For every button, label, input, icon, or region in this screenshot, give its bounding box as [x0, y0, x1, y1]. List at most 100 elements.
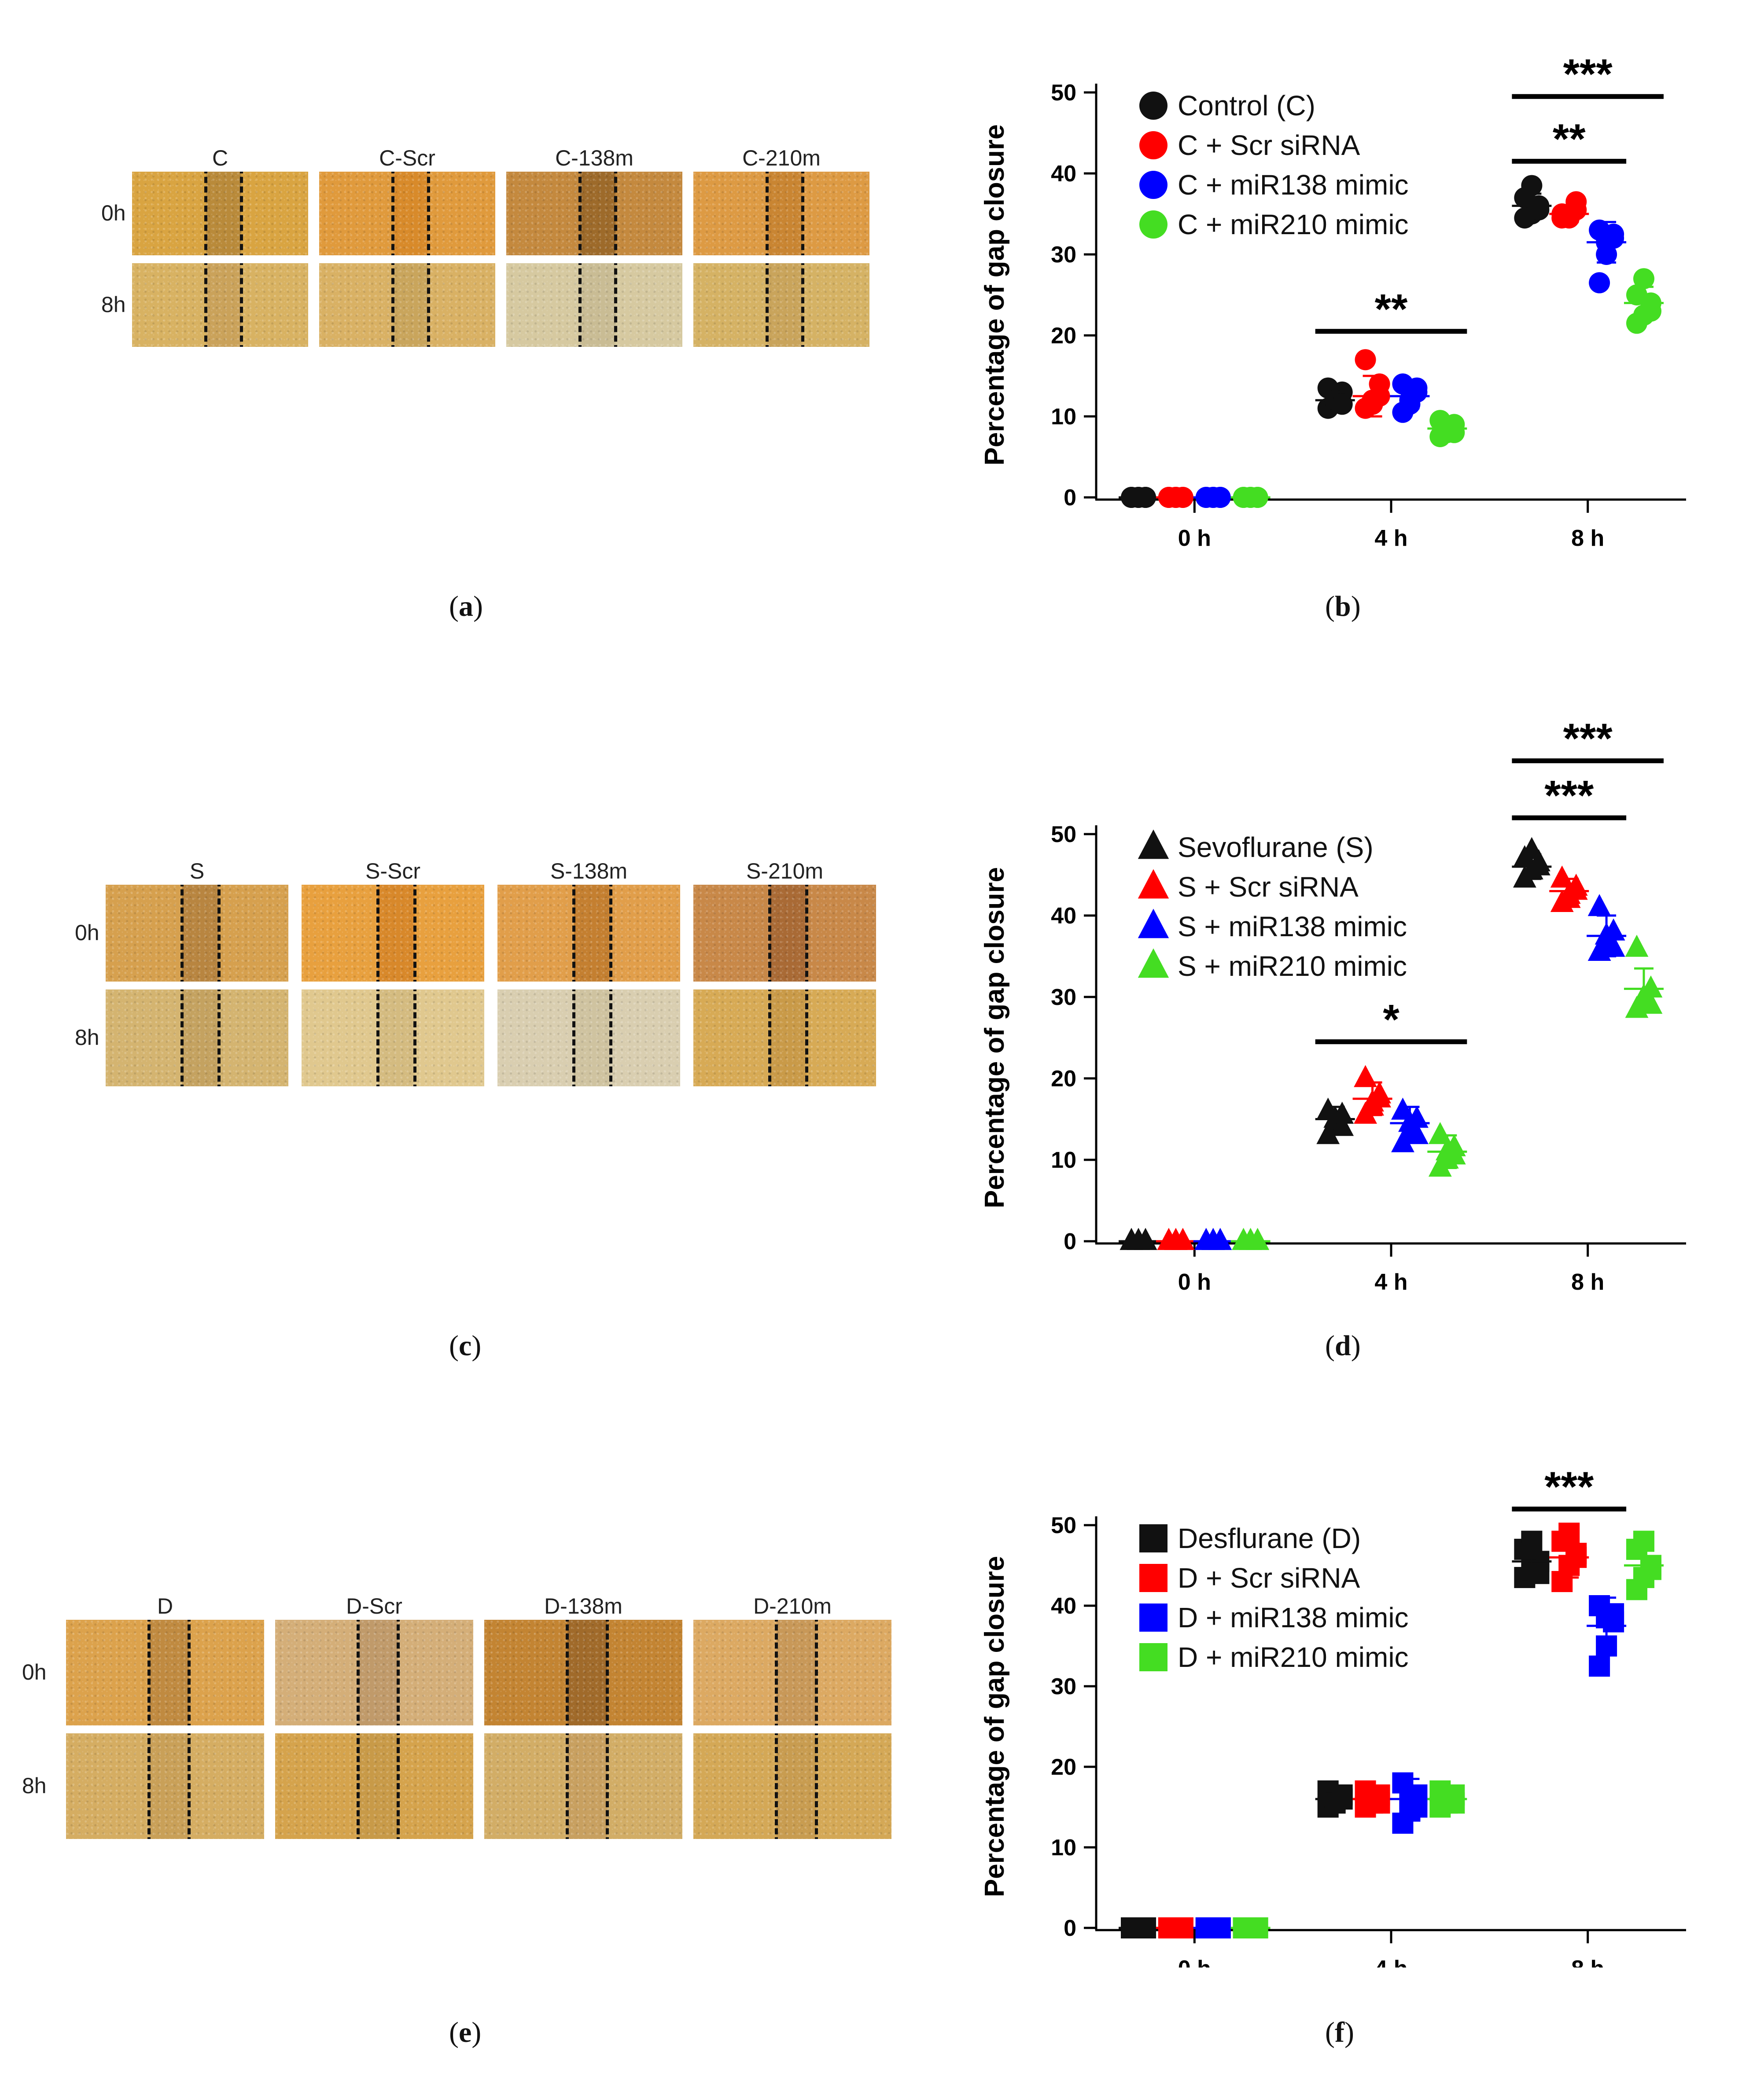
- texture: [132, 172, 308, 255]
- gap-edge-line: [606, 1733, 609, 1839]
- data-point: [1391, 1130, 1414, 1152]
- legend-label: S + miR138 mimic: [1178, 911, 1407, 942]
- gap-edge-line: [768, 885, 772, 982]
- scratch-assay-image: [693, 172, 869, 255]
- x-tick-label: 0 h: [1178, 526, 1211, 551]
- gap-edge-line: [180, 885, 184, 982]
- row-label: 0h: [22, 1660, 47, 1684]
- x-tick-label: 8 h: [1571, 1269, 1604, 1295]
- scratch-gap: [182, 885, 219, 982]
- data-point: [1428, 1122, 1452, 1144]
- significance-label: **: [1553, 115, 1586, 162]
- y-tick-label: 40: [1051, 1593, 1076, 1619]
- data-point: [1208, 1228, 1232, 1250]
- image-panel-c: S S-Scr S-138m S-210m 0h 8h: [75, 858, 902, 1096]
- scratch-gap: [767, 263, 803, 347]
- gap-edge-line: [240, 263, 243, 347]
- gap-edge-line: [566, 1733, 569, 1839]
- gap-edge-line: [357, 1620, 360, 1725]
- scratch-assay-image: [693, 1733, 891, 1839]
- significance-label: **: [1375, 286, 1408, 333]
- column-label: C: [212, 146, 228, 170]
- gap-edge-line: [391, 172, 394, 255]
- gap-edge-line: [609, 989, 613, 1086]
- scratch-gap: [358, 1620, 398, 1725]
- scratch-assay-image: [106, 885, 288, 982]
- gap-edge-line: [614, 263, 617, 347]
- x-tick-label: 4 h: [1374, 1956, 1407, 1968]
- gap-edge-line: [413, 989, 417, 1086]
- scratch-assay-image: [106, 989, 288, 1086]
- data-point: [1633, 268, 1654, 290]
- image-panel-e: D D-Scr D-138m D-210m 0h 8h: [22, 1593, 907, 1849]
- data-point: [1444, 422, 1465, 443]
- data-point: [1550, 865, 1574, 888]
- gap-edge-line: [427, 263, 430, 347]
- texture: [275, 1733, 473, 1839]
- gap-edge-line: [376, 885, 380, 982]
- scratch-gap: [393, 263, 428, 347]
- scratch-gap: [770, 989, 807, 1086]
- texture: [66, 1620, 264, 1725]
- data-point: [1368, 1085, 1391, 1108]
- column-label: C-Scr: [379, 146, 435, 170]
- gap-edge-line: [188, 1733, 191, 1839]
- column-label: D: [157, 1594, 173, 1618]
- row-label: 8h: [22, 1773, 47, 1798]
- legend-marker: [1139, 1524, 1167, 1552]
- legend-label: C + Scr siRNA: [1178, 129, 1360, 161]
- scratch-assay-image: [66, 1733, 264, 1839]
- scratch-assay-image: [497, 989, 680, 1086]
- data-point: [1589, 1655, 1610, 1677]
- legend-label: S + miR210 mimic: [1178, 950, 1407, 982]
- legend-marker: [1139, 1604, 1167, 1632]
- texture: [302, 989, 484, 1086]
- legend-marker: [1139, 171, 1167, 199]
- data-point: [1528, 199, 1550, 221]
- chart-panel-b: 0 10 20 30 40 50 0 h 4 h 8 h Percentage of gap cl…: [980, 51, 1686, 551]
- scratch-assay-image: [275, 1733, 473, 1839]
- gap-edge-line: [180, 989, 184, 1086]
- scratch-assay-image: [506, 172, 682, 255]
- data-point: [1442, 1142, 1466, 1165]
- y-tick-label: 0: [1064, 485, 1076, 511]
- texture: [506, 263, 682, 347]
- data-point: [1587, 894, 1611, 916]
- gap-edge-line: [578, 172, 582, 255]
- legend-label: C + miR210 mimic: [1178, 209, 1409, 240]
- caption-c: (c): [449, 1330, 482, 1362]
- gap-edge-line: [572, 989, 576, 1086]
- gap-edge-line: [768, 989, 772, 1086]
- scratch-gap: [358, 1733, 398, 1839]
- scratch-assay-image: [275, 1620, 473, 1725]
- texture: [497, 885, 680, 982]
- legend-label: S + Scr siRNA: [1178, 871, 1359, 903]
- significance-label: ***: [1544, 772, 1594, 819]
- significance-label: ***: [1563, 51, 1613, 98]
- y-tick-label: 30: [1051, 242, 1076, 268]
- chart-panel-d: 0 10 20 30 40 50 0 h 4 h 8 h Percentage of gap cl…: [980, 715, 1686, 1295]
- caption-d: (d): [1325, 1330, 1361, 1362]
- scratch-gap: [206, 263, 241, 347]
- scratch-gap: [206, 172, 241, 255]
- gap-edge-line: [606, 1620, 609, 1725]
- significance-label: ***: [1544, 1463, 1594, 1510]
- data-point: [1406, 381, 1428, 403]
- y-tick-label: 10: [1051, 404, 1076, 430]
- row-label: 0h: [75, 920, 99, 945]
- gap-edge-line: [801, 263, 804, 347]
- legend-label: Sevoflurane (S): [1178, 831, 1374, 863]
- caption-e: (e): [449, 2016, 482, 2049]
- y-tick-label: 40: [1051, 161, 1076, 187]
- gap-edge-line: [188, 1620, 191, 1725]
- scratch-assay-image: [66, 1620, 264, 1725]
- texture: [484, 1620, 682, 1725]
- scratch-gap: [378, 989, 415, 1086]
- gap-edge-line: [775, 1620, 778, 1725]
- data-point: [1316, 1122, 1340, 1144]
- gap-edge-line: [805, 989, 809, 1086]
- gap-edge-line: [147, 1733, 151, 1839]
- gap-edge-line: [376, 989, 380, 1086]
- scratch-assay-image: [693, 885, 876, 982]
- gap-edge-line: [217, 885, 221, 982]
